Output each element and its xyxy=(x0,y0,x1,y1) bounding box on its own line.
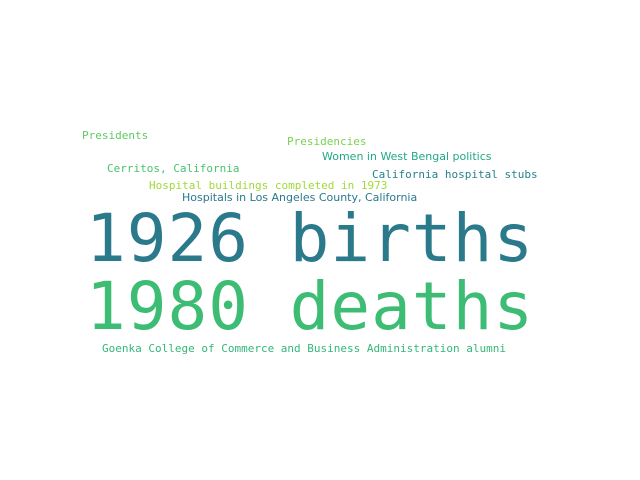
word-1926-births: 1926 births xyxy=(86,200,535,277)
word-goenka-college-alumni: Goenka College of Commerce and Business … xyxy=(102,342,506,355)
word-hospitals-la-county: Hospitals in Los Angeles County, Califor… xyxy=(182,191,418,204)
word-1980-deaths: 1980 deaths xyxy=(86,268,535,345)
word-presidents: Presidents xyxy=(82,129,149,142)
word-women-in-west-bengal-politics: Women in West Bengal politics xyxy=(322,150,492,163)
word-presidencies: Presidencies xyxy=(287,135,367,148)
word-california-hospital-stubs: California hospital stubs xyxy=(372,168,538,181)
word-cerritos-california: Cerritos, California xyxy=(107,162,240,175)
word-hospital-buildings-1973: Hospital buildings completed in 1973 xyxy=(149,179,388,192)
